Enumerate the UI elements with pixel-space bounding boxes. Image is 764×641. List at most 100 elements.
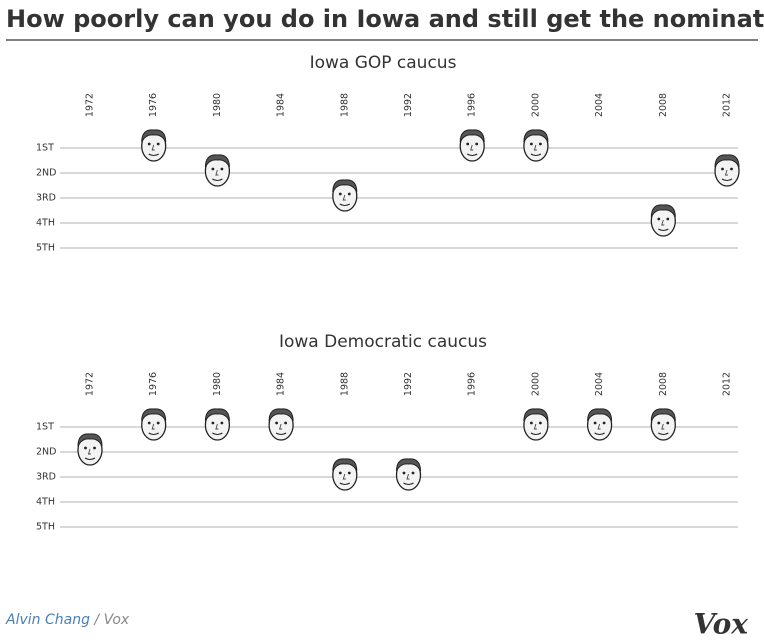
eye — [402, 471, 406, 475]
hair — [459, 129, 485, 143]
eye — [411, 471, 415, 475]
eye — [730, 167, 733, 171]
nose — [151, 423, 155, 430]
y-tick-label: 5TH — [36, 522, 55, 533]
hair — [268, 408, 294, 422]
x-tick-label: 2000 — [530, 372, 541, 396]
hair — [396, 458, 421, 472]
y-tick-label: 4TH — [36, 497, 55, 508]
x-tick-label: 2012 — [722, 372, 733, 396]
hair — [523, 408, 549, 422]
face-marker — [332, 458, 358, 491]
nose — [661, 219, 665, 226]
credit-author: Alvin Chang — [5, 612, 90, 628]
eye — [147, 421, 151, 425]
credit-outlet: Vox — [104, 612, 130, 628]
x-tick-label: 1984 — [276, 93, 287, 117]
eye — [657, 217, 661, 221]
x-tick-label: 1988 — [339, 372, 350, 396]
nose — [533, 423, 537, 430]
eye — [338, 192, 342, 196]
x-tick-label: 1972 — [85, 93, 96, 117]
hair — [141, 129, 167, 143]
x-tick-label: 2004 — [594, 372, 605, 396]
hair — [650, 204, 676, 218]
face-marker — [650, 408, 676, 441]
y-tick-label: 4TH — [36, 218, 55, 229]
y-tick-label: 2ND — [36, 168, 56, 179]
mouth — [403, 482, 414, 486]
face-marker — [459, 129, 485, 162]
credit: Alvin Chang / Vox — [5, 612, 130, 628]
x-tick-label: 1988 — [339, 93, 350, 117]
nose — [470, 144, 474, 151]
eye — [338, 471, 342, 475]
nose — [278, 423, 283, 430]
y-tick-label: 2ND — [36, 447, 56, 458]
x-tick-label: 2000 — [530, 93, 541, 117]
eye — [84, 446, 87, 450]
eye — [539, 142, 542, 146]
eye — [657, 421, 661, 425]
mouth — [212, 178, 223, 182]
eye — [347, 471, 351, 475]
eye — [602, 421, 606, 425]
mouth — [84, 457, 96, 461]
hair — [587, 408, 613, 422]
x-tick-label: 2012 — [722, 93, 733, 117]
face-marker — [141, 129, 167, 162]
eye — [211, 167, 215, 171]
mouth — [530, 432, 542, 436]
eye — [530, 421, 533, 425]
eye — [220, 421, 224, 425]
face-marker — [395, 458, 422, 491]
hair — [77, 433, 103, 447]
x-tick-label: 1980 — [212, 93, 223, 117]
logo: Vox — [693, 608, 748, 641]
nose — [215, 423, 219, 430]
mouth — [339, 482, 351, 486]
face-marker — [141, 408, 167, 441]
mouth — [658, 432, 669, 436]
x-tick-label: 1984 — [276, 372, 287, 396]
x-tick-label: 1996 — [467, 372, 478, 396]
credit-separator: / — [92, 612, 100, 628]
face-marker — [268, 408, 294, 441]
mouth — [530, 153, 542, 157]
eye — [539, 421, 542, 425]
mouth — [594, 432, 605, 436]
eye — [475, 142, 479, 146]
eye — [147, 142, 151, 146]
x-tick-label: 1980 — [212, 372, 223, 396]
x-tick-label: 1996 — [467, 93, 478, 117]
mouth — [275, 432, 287, 436]
face-marker — [586, 408, 613, 441]
nose — [342, 194, 346, 201]
page-title: How poorly can you do in Iowa and still … — [6, 5, 764, 33]
face-marker — [204, 408, 231, 441]
hair — [523, 129, 549, 143]
nose — [215, 169, 219, 176]
face-marker — [650, 204, 676, 237]
nose — [724, 169, 728, 176]
nose — [661, 423, 665, 430]
hair — [204, 408, 230, 422]
eye — [275, 421, 278, 425]
nose — [406, 473, 410, 480]
nose — [533, 144, 537, 151]
nose — [597, 423, 601, 430]
y-tick-label: 5TH — [36, 243, 55, 254]
y-tick-label: 1ST — [36, 422, 54, 433]
eye — [156, 421, 160, 425]
face-marker — [523, 129, 549, 162]
x-tick-label: 2004 — [594, 93, 605, 117]
eye — [666, 217, 670, 221]
x-tick-label: 1972 — [85, 372, 96, 396]
chart-title: Iowa GOP caucus — [310, 53, 457, 73]
nose — [87, 448, 91, 455]
hair — [332, 458, 358, 472]
hair — [650, 408, 676, 422]
nose — [342, 473, 346, 480]
hair — [204, 154, 230, 168]
